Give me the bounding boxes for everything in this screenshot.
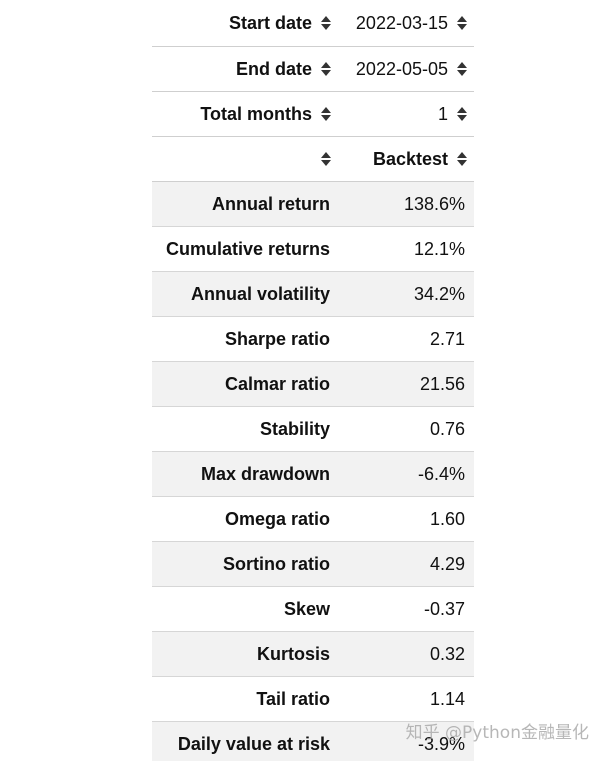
sort-icon[interactable] [457, 61, 467, 76]
row-value: 4.29 [338, 541, 474, 587]
row-value: -0.37 [338, 586, 474, 632]
row-value: 2.71 [338, 316, 474, 362]
header-label: Total months [200, 103, 312, 124]
table-row: Kurtosis 0.32 [152, 631, 474, 677]
header-row-total-months: Total months 1 [152, 91, 474, 137]
sort-icon[interactable] [457, 106, 467, 121]
row-label: Calmar ratio [152, 361, 338, 407]
row-value: 12.1% [338, 226, 474, 272]
header-value: 2022-05-05 [355, 58, 448, 79]
table-row: Cumulative returns 12.1% [152, 226, 474, 272]
sort-icon[interactable] [321, 151, 331, 166]
table-row: Annual volatility 34.2% [152, 271, 474, 317]
row-value: 34.2% [338, 271, 474, 317]
row-label: Cumulative returns [152, 226, 338, 272]
header-cell[interactable]: 2022-03-15 [338, 1, 474, 47]
header-value: 1 [437, 103, 448, 124]
row-label: Daily value at risk [152, 721, 338, 761]
row-label: Sharpe ratio [152, 316, 338, 362]
table-row: Sharpe ratio 2.71 [152, 316, 474, 362]
row-value: 1.14 [338, 676, 474, 722]
table-row: Stability 0.76 [152, 406, 474, 452]
header-cell[interactable]: 1 [338, 91, 474, 137]
performance-stats-table: Start date 2022-03-15 End date 2022-05-0… [152, 1, 474, 761]
row-label: Annual return [152, 181, 338, 227]
row-label: Tail ratio [152, 676, 338, 722]
column-header-label: Backtest [372, 148, 448, 169]
header-cell[interactable]: Total months [152, 91, 338, 137]
header-value: 2022-03-15 [355, 13, 448, 33]
watermark: 知乎 @Python金融量化 [405, 723, 589, 743]
header-label: Start date [228, 13, 312, 33]
row-value: 1.60 [338, 496, 474, 542]
header-cell[interactable]: End date [152, 46, 338, 92]
row-label: Max drawdown [152, 451, 338, 497]
row-label: Kurtosis [152, 631, 338, 677]
table-row: Omega ratio 1.60 [152, 496, 474, 542]
row-label: Stability [152, 406, 338, 452]
header-cell[interactable]: 2022-05-05 [338, 46, 474, 92]
header-cell[interactable]: Start date [152, 1, 338, 47]
row-label: Skew [152, 586, 338, 632]
index-header-cell[interactable] [152, 136, 338, 182]
row-value: 138.6% [338, 181, 474, 227]
row-label: Sortino ratio [152, 541, 338, 587]
table-header: Start date 2022-03-15 End date 2022-05-0… [152, 1, 474, 182]
column-header-backtest[interactable]: Backtest [338, 136, 474, 182]
header-label: End date [235, 58, 312, 79]
row-value: 0.32 [338, 631, 474, 677]
table-row: Skew -0.37 [152, 586, 474, 632]
column-header-row: Backtest [152, 136, 474, 182]
sort-icon[interactable] [321, 16, 331, 31]
table-row: Tail ratio 1.14 [152, 676, 474, 722]
table-body: Annual return 138.6% Cumulative returns 12… [152, 181, 474, 761]
sort-icon[interactable] [457, 151, 467, 166]
table-row: Calmar ratio 21.56 [152, 361, 474, 407]
sort-icon[interactable] [457, 16, 467, 31]
sort-icon[interactable] [321, 106, 331, 121]
table-row: Sortino ratio 4.29 [152, 541, 474, 587]
row-value: -6.4% [338, 451, 474, 497]
sort-icon[interactable] [321, 61, 331, 76]
row-value: 0.76 [338, 406, 474, 452]
row-value: 21.56 [338, 361, 474, 407]
header-row-start-date: Start date 2022-03-15 [152, 1, 474, 47]
row-value: -3.9% [338, 721, 474, 761]
row-label: Annual volatility [152, 271, 338, 317]
table-row: Max drawdown -6.4% [152, 451, 474, 497]
header-row-end-date: End date 2022-05-05 [152, 46, 474, 92]
table-row: Annual return 138.6% [152, 181, 474, 227]
row-label: Omega ratio [152, 496, 338, 542]
table-row: Daily value at risk -3.9% [152, 721, 474, 761]
